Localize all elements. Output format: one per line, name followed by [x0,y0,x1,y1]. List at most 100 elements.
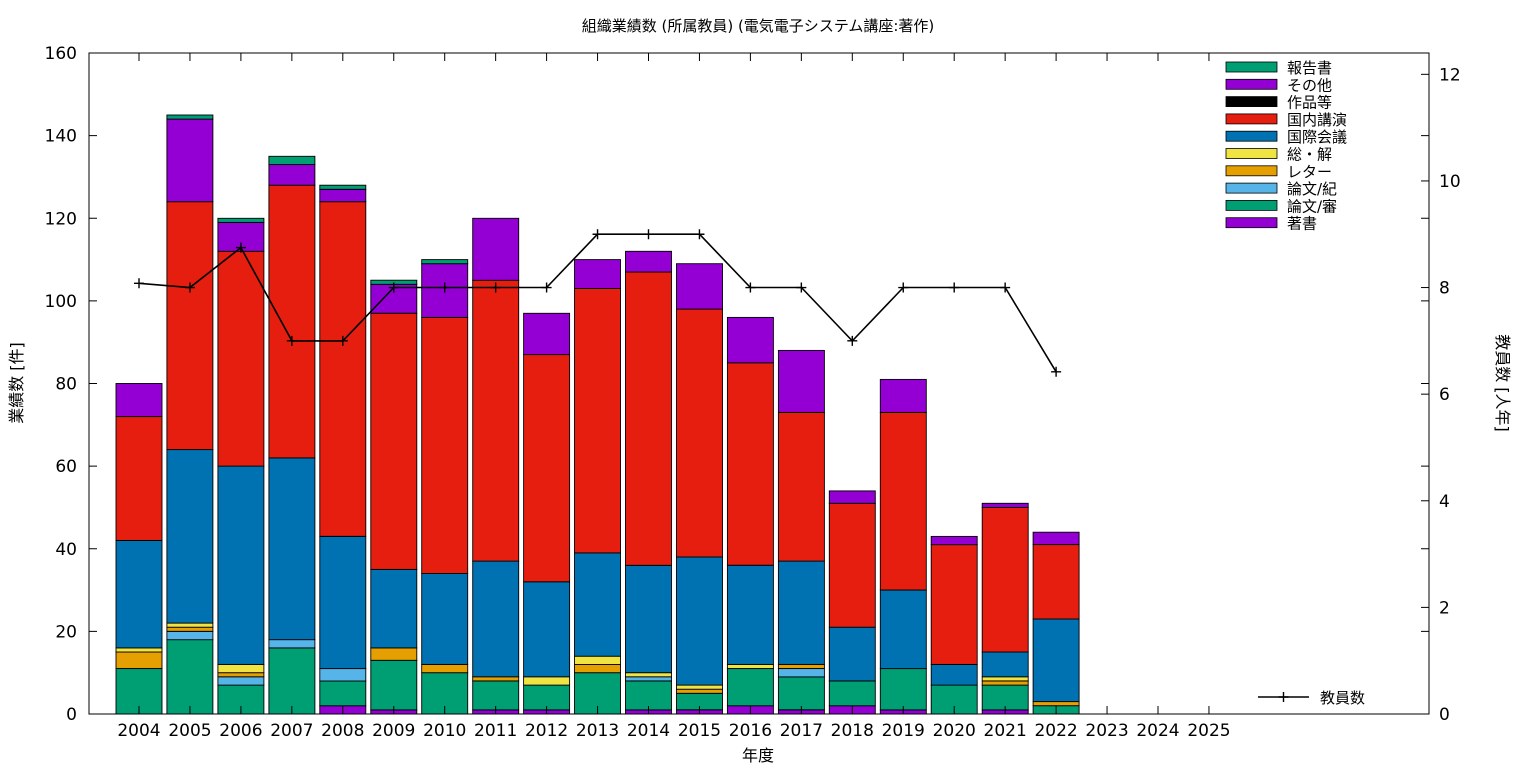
bar-segment-2012-s1 [523,684,571,711]
y-tick-label: 20 [55,622,77,642]
bar-segment-2010-s9 [421,259,469,265]
legend-swatch [1225,199,1278,211]
bar-segment-2020-s6 [930,544,978,665]
y-tick-label: 100 [45,292,77,312]
y2-axis: 0 2 4 6 8 10 12 [1421,65,1461,725]
bar-segment-2010-s6 [421,316,469,574]
line-legend-label: 教員数 [1320,689,1365,707]
faculty-count-point [745,282,756,293]
bar-segment-2020-s5 [930,663,978,686]
x-axis: 2004 2005 2006 2007 2008 2009 2010 2011 2012 2013… [117,53,1231,741]
bar-segment-2005-s2 [166,630,214,641]
legend-swatch [1225,217,1278,229]
bar-segment-2021-s5 [981,651,1029,678]
x-axis-label: 年度 [742,746,774,765]
line-legend-marker [1278,692,1289,702]
bar-segment-2013-s3 [574,663,621,674]
bar-segment-2017-s6 [777,411,825,562]
bar-segment-2004-s3 [115,651,163,669]
legend-swatch [1225,113,1278,125]
bar-segment-2013-s4 [574,655,621,665]
legend-label: 作品等 [1287,94,1332,112]
bar-segment-2005-s1 [166,639,214,715]
legend-label: 論文/紀 [1287,180,1337,198]
bar-segment-2022-s5 [1032,618,1080,703]
bar-segment-2013-s6 [574,288,621,554]
bar-segment-2014-s4 [625,672,672,678]
bar-segment-2012-s4 [523,676,571,686]
bar-segment-2018-s8 [828,490,876,504]
faculty-count-point [643,229,654,240]
legend-label: 論文/審 [1287,197,1337,215]
y-tick-label: 140 [45,127,77,147]
bar-segment-2015-s5 [676,556,723,686]
y-tick-label: 0 [66,705,77,725]
x-tick-label: 2005 [168,721,211,741]
legend-swatch [1225,130,1278,142]
bar-segment-2017-s3 [777,663,825,669]
bar-segment-2006-s5 [217,465,265,665]
legend-label: 国内講演 [1287,111,1347,129]
y2-tick-label: 2 [1439,598,1450,618]
bar-segment-2013-s8 [574,259,621,289]
bar-segment-2005-s6 [166,201,214,451]
bar-segment-2005-s8 [166,118,214,203]
bar-segment-2014-s8 [625,250,672,273]
bar-segment-2017-s8 [777,349,825,413]
x-tick-label: 2017 [780,721,823,741]
x-tick-label: 2010 [423,721,466,741]
x-tick-label: 2008 [321,721,364,741]
bar-segment-2011-s8 [472,217,520,281]
x-tick-label: 2019 [882,721,925,741]
x-tick-label: 2018 [831,721,874,741]
bar-segment-2008-s2 [319,668,367,682]
faculty-count-point [796,282,807,293]
x-tick-label: 2024 [1136,721,1179,741]
bar-segment-2004-s8 [115,383,163,418]
legend-label: 総・解 [1287,146,1332,164]
bar-segment-2018-s1 [828,680,876,707]
bar-segment-2005-s3 [166,626,214,632]
bar-segment-2022-s3 [1032,701,1080,707]
x-tick-label: 2015 [678,721,721,741]
bar-segment-2015-s6 [676,308,723,558]
bar-segment-2007-s6 [268,184,316,459]
bar-segment-2011-s6 [472,279,520,562]
y-tick-label: 120 [45,209,77,229]
y2-tick-label: 6 [1439,385,1450,405]
faculty-count-point [1051,366,1062,377]
bar-segment-2008-s8 [319,188,367,203]
bar-segment-2014-s1 [625,680,672,711]
x-tick-label: 2021 [984,721,1027,741]
bar-segment-2021-s8 [981,502,1029,508]
bar-segment-2017-s2 [777,668,825,678]
bar-segment-2004-s4 [115,647,163,653]
bar-segment-2014-s5 [625,564,672,674]
legend-label: 報告書 [1287,59,1332,77]
bar-segment-2008-s1 [319,680,367,707]
x-tick-label: 2020 [933,721,976,741]
faculty-count-point [337,335,348,346]
bar-segment-2018-s5 [828,626,876,682]
bar-segment-2019-s6 [879,411,927,591]
bar-segment-2007-s5 [268,457,316,641]
bar-segment-2016-s1 [726,668,774,707]
faculty-count-point [388,282,399,293]
legend-swatch [1225,165,1278,177]
x-tick-label: 2012 [525,721,568,741]
bar-segment-2005-s4 [166,622,214,628]
bar-segment-2006-s9 [217,217,265,223]
bar-segment-2016-s4 [726,663,774,669]
x-tick-label: 2014 [627,721,670,741]
y2-tick-label: 12 [1439,65,1461,85]
legend-label: 国際会議 [1287,128,1347,146]
bar-segment-2004-s6 [115,416,163,541]
bar-segment-2020-s8 [930,535,978,546]
y2-tick-label: 8 [1439,279,1450,299]
bar-segment-2007-s9 [268,155,316,166]
bar-segment-2012-s5 [523,581,571,678]
faculty-count-point [694,229,705,240]
bar-segment-2014-s6 [625,271,672,566]
